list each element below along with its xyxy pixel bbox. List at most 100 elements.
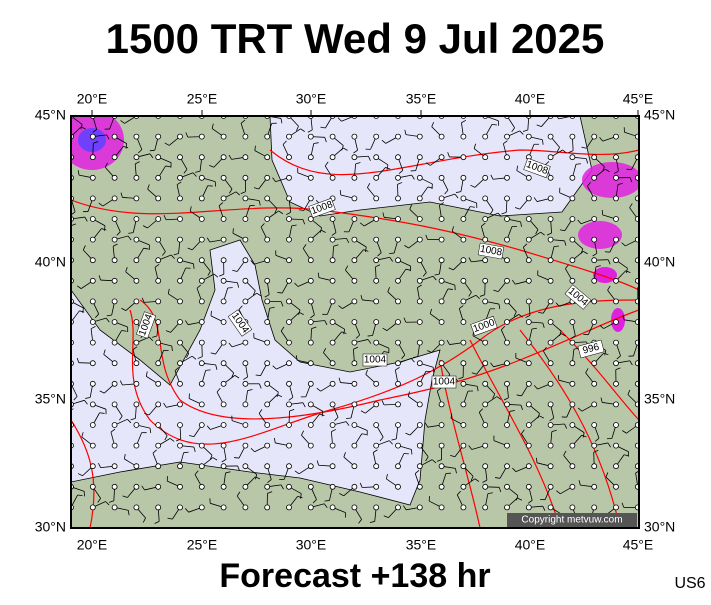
- barb-station: [265, 484, 270, 489]
- barb-station: [352, 320, 357, 325]
- barb-station: [287, 340, 292, 345]
- barb-station: [199, 175, 204, 180]
- barb-station: [548, 464, 553, 469]
- barb-station: [526, 443, 531, 448]
- barb-station: [156, 237, 161, 242]
- barb-station: [90, 464, 95, 469]
- barb-station: [439, 361, 444, 366]
- barb-station: [374, 278, 379, 283]
- lat-label: 30°N: [644, 519, 675, 535]
- barb-station: [483, 278, 488, 283]
- barb-station: [134, 196, 139, 201]
- barb-station: [221, 196, 226, 201]
- barb-station: [134, 299, 139, 304]
- barb-station: [614, 237, 619, 242]
- barb-station: [548, 278, 553, 283]
- barb-station: [308, 402, 313, 407]
- barb-station: [614, 320, 619, 325]
- barb-station: [526, 320, 531, 325]
- barb-station: [396, 134, 401, 139]
- barb-station: [221, 278, 226, 283]
- barb-station: [308, 237, 313, 242]
- barb-station: [526, 505, 531, 510]
- barb-station: [330, 484, 335, 489]
- barb-station: [417, 278, 422, 283]
- barb-station: [156, 361, 161, 366]
- barb-station: [461, 196, 466, 201]
- lat-label: 40°N: [644, 254, 675, 270]
- barb-station: [287, 423, 292, 428]
- barb-station: [90, 217, 95, 222]
- barb-station: [199, 381, 204, 386]
- barb-station: [330, 464, 335, 469]
- barb-station: [112, 217, 117, 222]
- barb-station: [330, 217, 335, 222]
- barb-station: [374, 217, 379, 222]
- barb-station: [374, 196, 379, 201]
- barb-station: [134, 320, 139, 325]
- barb-station: [221, 423, 226, 428]
- barb-station: [90, 237, 95, 242]
- barb-station: [178, 361, 183, 366]
- barb-station: [308, 423, 313, 428]
- lon-label: 20°E: [77, 537, 108, 553]
- barb-station: [592, 278, 597, 283]
- barb-station: [417, 381, 422, 386]
- barb-station: [461, 381, 466, 386]
- barb-station: [112, 340, 117, 345]
- barb-flag: [55, 441, 57, 446]
- barb-station: [156, 155, 161, 160]
- barb-station: [265, 340, 270, 345]
- barb-station: [614, 464, 619, 469]
- barb-station: [156, 320, 161, 325]
- barb-station: [417, 155, 422, 160]
- barb-station: [570, 196, 575, 201]
- barb-station: [156, 278, 161, 283]
- barb-station: [526, 484, 531, 489]
- barb-station: [439, 237, 444, 242]
- barb-station: [243, 258, 248, 263]
- barb-station: [548, 196, 553, 201]
- lon-label: 40°E: [515, 91, 546, 107]
- barb-station: [592, 155, 597, 160]
- barb-station: [265, 505, 270, 510]
- barb-station: [243, 484, 248, 489]
- barb-station: [417, 134, 422, 139]
- barb-station: [592, 196, 597, 201]
- barb-station: [548, 340, 553, 345]
- barb-station: [287, 217, 292, 222]
- lon-label: 20°E: [77, 91, 108, 107]
- forecast-label: Forecast +138 hr: [219, 557, 490, 595]
- barb-staff: [63, 146, 71, 157]
- barb-station: [592, 361, 597, 366]
- barb-station: [178, 196, 183, 201]
- barb-station: [178, 505, 183, 510]
- barb-station: [330, 258, 335, 263]
- barb-station: [505, 258, 510, 263]
- barb-station: [570, 484, 575, 489]
- barb-station: [592, 402, 597, 407]
- barb-station: [548, 217, 553, 222]
- barb-station: [265, 155, 270, 160]
- barb-station: [330, 237, 335, 242]
- barb-station: [90, 443, 95, 448]
- barb-station: [265, 258, 270, 263]
- barb-station: [265, 443, 270, 448]
- barb-staff: [61, 333, 71, 343]
- barb-staff: [609, 104, 616, 116]
- barb-station: [308, 361, 313, 366]
- barb-station: [308, 443, 313, 448]
- barb-station: [156, 175, 161, 180]
- barb-station: [526, 340, 531, 345]
- barb-station: [396, 402, 401, 407]
- barb-station: [505, 464, 510, 469]
- barb-station: [439, 196, 444, 201]
- barb-station: [505, 155, 510, 160]
- barb-station: [221, 402, 226, 407]
- barb-flag: [362, 107, 363, 112]
- barb-station: [570, 505, 575, 510]
- barb-station: [308, 505, 313, 510]
- barb-station: [199, 155, 204, 160]
- barb-station: [483, 217, 488, 222]
- barb-station: [112, 361, 117, 366]
